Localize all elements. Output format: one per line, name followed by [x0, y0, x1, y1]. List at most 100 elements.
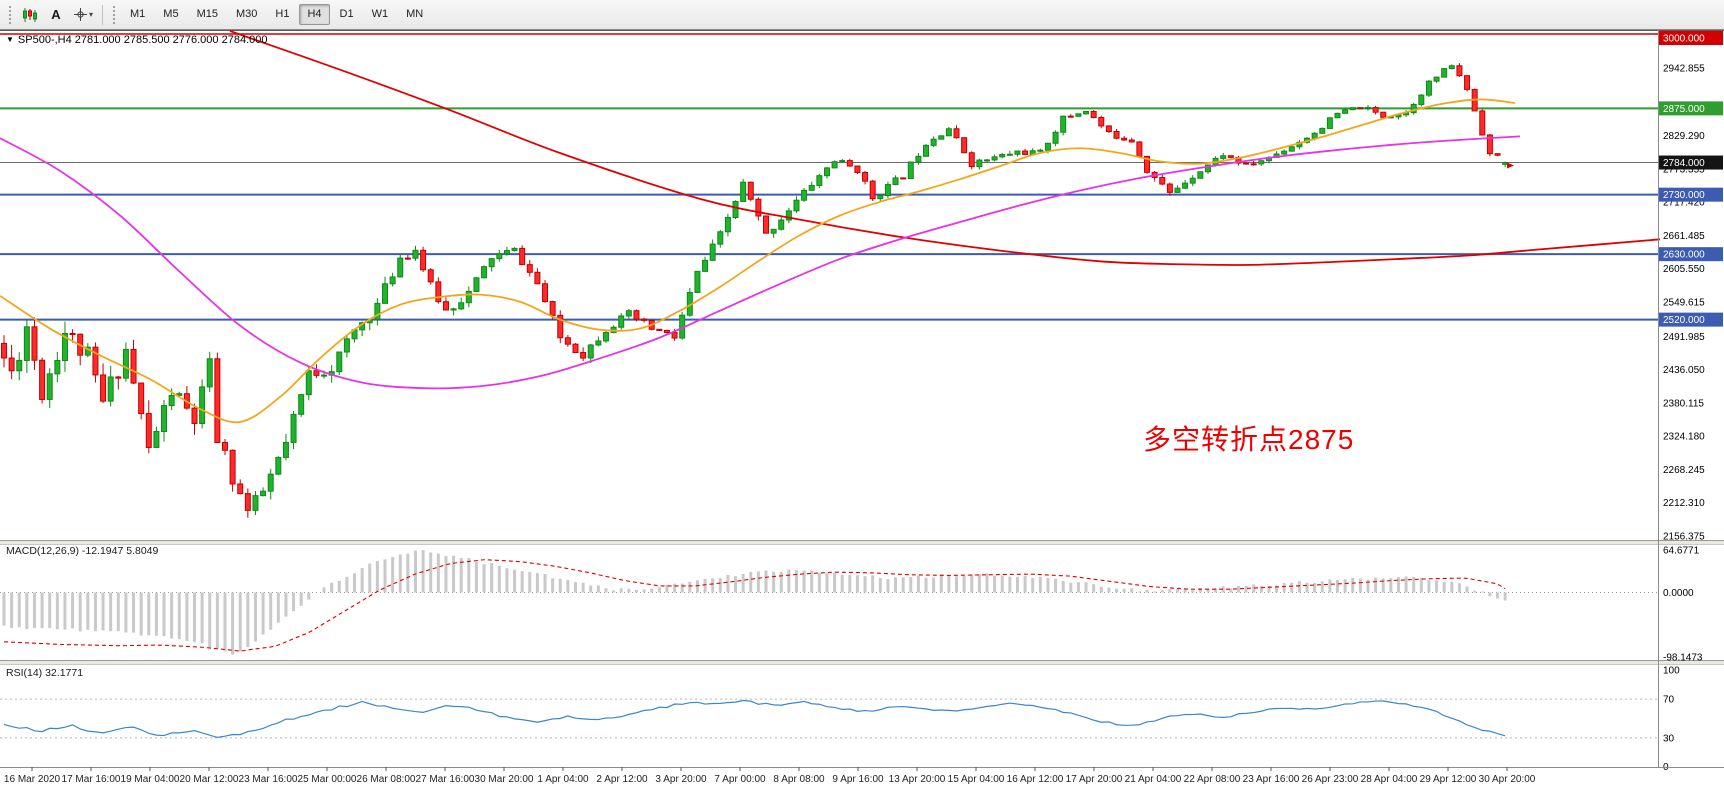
ma-fast-orange [0, 98, 1516, 424]
candle [115, 376, 122, 379]
candle [69, 332, 76, 335]
candle [1380, 111, 1387, 118]
candle [31, 326, 38, 361]
candle [1448, 65, 1455, 70]
time-axis-label: 27 Mar 16:00 [416, 774, 475, 785]
timeframe-d1-button[interactable]: D1 [332, 4, 362, 25]
candle [808, 184, 815, 191]
candle [244, 493, 251, 511]
price-tick-label: 2436.050 [1663, 365, 1705, 376]
pane-splitter[interactable] [0, 660, 1724, 665]
candle [580, 352, 587, 359]
timeframe-mn-button[interactable]: MN [398, 4, 431, 25]
candle [206, 358, 213, 388]
candle [557, 314, 564, 339]
ma-slow-red [229, 30, 1661, 266]
candle [374, 302, 381, 320]
candle [1075, 113, 1082, 117]
candle [1197, 171, 1204, 179]
time-axis-label: 26 Mar 08:00 [357, 774, 416, 785]
candle [1349, 107, 1356, 111]
macd-signal-line [3, 559, 1506, 652]
candle [1250, 163, 1257, 166]
price-badge-3000.000: 3000.000 [1659, 31, 1723, 45]
time-axis-label: 15 Apr 04:00 [948, 774, 1005, 785]
candle [46, 373, 53, 400]
price-chart-canvas[interactable]: 2942.855 2829.290 2773.355 2717.420 2661.485… [0, 30, 1724, 791]
letter-a-icon: A [51, 7, 61, 22]
price-tick-label: 2661.485 [1663, 231, 1705, 242]
price-tick-label: 2268.245 [1663, 465, 1705, 476]
candle [755, 198, 762, 217]
price-badge-2520.000: 2520.000 [1659, 312, 1723, 327]
svg-text:2630.000: 2630.000 [1663, 250, 1705, 261]
candle [1113, 130, 1120, 139]
time-axis-label: 30 Mar 20:00 [475, 774, 534, 785]
chart-menu-triangle-icon[interactable]: ▼ [6, 35, 14, 44]
symbol-ohlc-text: SP500-,H4 2781.000 2785.500 2776.000 278… [17, 34, 268, 46]
candle [1456, 65, 1463, 77]
timeframe-w1-button[interactable]: W1 [364, 4, 397, 25]
candle [641, 318, 648, 321]
text-annotation-button[interactable]: A [44, 3, 68, 27]
chart-background [0, 30, 1724, 791]
candle [1052, 131, 1059, 144]
toolbar-grip[interactable] [112, 4, 118, 25]
svg-text:2730.000: 2730.000 [1663, 190, 1705, 201]
candle [930, 138, 937, 146]
time-axis-label: 28 Apr 04:00 [1361, 774, 1418, 785]
candle [526, 264, 533, 273]
timeframe-m30-button[interactable]: M30 [228, 4, 265, 25]
candle [1014, 150, 1021, 155]
toolbar-grip[interactable] [8, 4, 13, 25]
candle [435, 281, 442, 303]
dropdown-caret-icon: ▾ [89, 10, 94, 19]
candle [275, 456, 282, 475]
candle [839, 160, 846, 163]
candle [900, 177, 907, 180]
timeframe-m15-button[interactable]: M15 [189, 4, 226, 25]
candle [54, 360, 61, 375]
candle [625, 310, 632, 317]
candle [282, 441, 289, 458]
chart-type-button[interactable] [18, 3, 42, 27]
candle [1144, 155, 1150, 173]
macd-axis-label: 0.0000 [1663, 588, 1694, 599]
candle [587, 344, 594, 359]
rsi-axis-label: 30 [1663, 733, 1675, 744]
candle [1357, 107, 1364, 110]
candle [1479, 110, 1486, 136]
candle [298, 394, 305, 415]
time-axis-label: 2 Apr 12:00 [596, 774, 648, 785]
candle [473, 277, 480, 292]
candle [1441, 68, 1448, 78]
pane-splitter[interactable] [0, 540, 1724, 545]
candle [602, 332, 609, 342]
candle [1311, 132, 1318, 139]
candle [511, 247, 518, 252]
symbol-ohlc-header: ▼ SP500-,H4 2781.000 2785.500 2776.000 27… [6, 34, 267, 46]
candle [991, 156, 998, 161]
candle [1159, 176, 1166, 185]
time-axis-label: 23 Apr 16:00 [1243, 774, 1300, 785]
candle [595, 340, 602, 346]
candle [1037, 149, 1044, 152]
candle [427, 269, 434, 283]
candle [488, 258, 495, 268]
candle [145, 413, 152, 448]
timeframe-m5-button[interactable]: M5 [155, 4, 186, 25]
timeframe-m1-button[interactable]: M1 [122, 4, 153, 25]
candle [1334, 112, 1341, 119]
timeframe-h4-button[interactable]: H4 [299, 4, 330, 25]
candle [107, 376, 114, 402]
price-tick-label: 2773.355 [1663, 164, 1705, 175]
candle [237, 483, 244, 495]
candle [938, 135, 945, 140]
candle [717, 231, 724, 245]
chart-area[interactable]: 2942.855 2829.290 2773.355 2717.420 2661.485… [0, 30, 1724, 791]
cursor-tool-button[interactable]: ▾ [70, 3, 96, 27]
candles-group [1, 63, 1509, 518]
candle [519, 247, 526, 266]
timeframe-h1-button[interactable]: H1 [267, 4, 297, 25]
candle [770, 228, 777, 234]
